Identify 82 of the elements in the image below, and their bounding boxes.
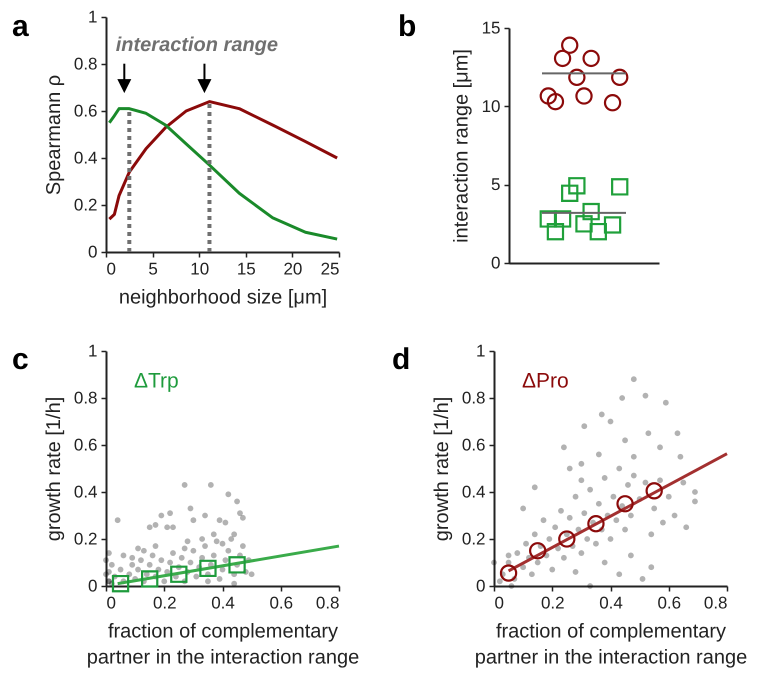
point — [554, 50, 572, 68]
chart-title: b — [398, 10, 416, 43]
point — [546, 222, 564, 240]
y-axis-title: growth rate [1/h] — [430, 396, 453, 542]
y-tick-label: 0 — [88, 242, 98, 262]
point — [540, 87, 557, 105]
line-series — [108, 107, 339, 241]
point — [568, 68, 586, 86]
point — [611, 178, 628, 196]
x-tick-label: 10 — [190, 260, 210, 278]
y-tick-label: 0.4 — [74, 482, 98, 502]
point — [582, 202, 600, 220]
point — [587, 515, 605, 532]
point — [575, 215, 593, 233]
point — [141, 570, 158, 588]
x-tick-label: 0.6 — [657, 594, 682, 612]
point — [604, 216, 622, 234]
y-tick-label: 0.2 — [74, 530, 98, 548]
y-tick-label: 0 — [88, 576, 98, 596]
y-tick-label: 0 — [476, 576, 486, 596]
x-tick-label: 0.4 — [599, 594, 623, 612]
point — [540, 210, 557, 228]
y-tick-label: 0.8 — [74, 54, 98, 74]
x-tick-label: 0.6 — [269, 594, 294, 612]
point — [582, 50, 600, 68]
x-tick-label: 5 — [148, 260, 158, 278]
line-series — [108, 100, 339, 221]
text: ΔTrp — [134, 370, 179, 393]
x-tick-label: 20 — [283, 260, 302, 278]
y-tick-label: 1 — [88, 342, 98, 360]
point — [590, 222, 607, 240]
y-tick-label: 0.8 — [74, 388, 98, 408]
y-tick-label: 1 — [476, 342, 486, 360]
y-tick-label: 0.8 — [462, 388, 486, 408]
x-tick-label: 25 — [320, 260, 340, 278]
x-tick-label: 0 — [106, 260, 116, 278]
x-tick-label: 0.8 — [316, 594, 340, 612]
x-tick-label: 0.8 — [704, 594, 728, 612]
y-axis-title: Spearmann ρ — [42, 74, 65, 196]
point — [554, 210, 572, 228]
y-tick-label: 0.4 — [462, 482, 486, 502]
annotation: interaction range — [116, 34, 278, 56]
y-tick-label: 0.6 — [74, 436, 98, 454]
y-tick-label: 0.2 — [462, 530, 486, 548]
point — [546, 92, 564, 110]
point — [558, 530, 576, 548]
x-tick-label: 0.4 — [211, 594, 235, 612]
text: ΔPro — [522, 370, 569, 393]
y-axis-title: growth rate [1/h] — [42, 396, 65, 542]
x-tick-label: 0 — [106, 594, 116, 612]
x-axis-title: fraction of complementary partner in the interaction range — [86, 620, 360, 668]
point — [112, 574, 130, 592]
y-tick-label: 0.2 — [74, 196, 98, 214]
point — [616, 495, 634, 512]
y-tick-label: 1 — [88, 8, 98, 26]
point — [500, 564, 518, 582]
point — [646, 482, 663, 500]
chart-title: a — [12, 10, 29, 43]
x-axis-title: fraction of complementary partner in the interaction range — [474, 620, 748, 668]
y-tick-label: 15 — [482, 18, 500, 38]
point — [561, 36, 578, 54]
chart-title: c — [12, 343, 29, 376]
point — [604, 94, 622, 112]
y-axis-title: interaction range [μm] — [450, 49, 473, 243]
point — [529, 542, 546, 560]
point — [170, 566, 188, 583]
point — [561, 184, 578, 202]
x-tick-label: 0.2 — [152, 594, 177, 612]
y-tick-label: 0.6 — [74, 102, 98, 120]
point — [228, 556, 246, 574]
x-tick-label: 15 — [236, 260, 256, 278]
y-tick-label: 10 — [482, 96, 500, 116]
point — [568, 177, 586, 194]
point — [199, 560, 217, 578]
y-tick-label: 0.4 — [74, 148, 98, 168]
point — [611, 68, 628, 86]
y-tick-label: 5 — [491, 175, 500, 194]
x-axis-title: neighborhood size [μm] — [118, 286, 328, 308]
point — [575, 87, 593, 105]
x-tick-label: 0.2 — [540, 594, 565, 612]
chart-title: d — [392, 343, 410, 376]
y-tick-label: 0.6 — [462, 436, 486, 454]
